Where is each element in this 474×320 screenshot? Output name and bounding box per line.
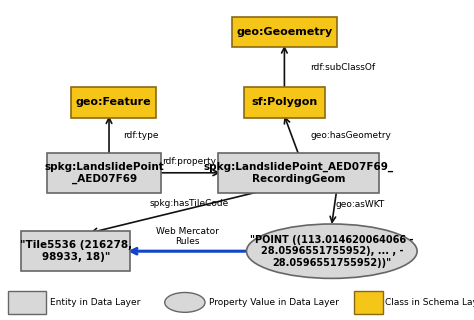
Text: geo:Geoemetry: geo:Geoemetry	[236, 27, 333, 37]
Text: rdf:subClassOf: rdf:subClassOf	[310, 63, 375, 72]
Text: sf:Polygon: sf:Polygon	[251, 97, 318, 108]
Text: "POINT ((113.014620064066 -
28.0596551755952), ... , -
28.0596551755952))": "POINT ((113.014620064066 - 28.059655175…	[250, 235, 413, 268]
Text: Web Mercator
Rules: Web Mercator Rules	[156, 227, 219, 246]
Text: geo:asWKT: geo:asWKT	[336, 200, 385, 209]
Text: spkg:LandslidePoint_AED07F69_
RecordingGeom: spkg:LandslidePoint_AED07F69_ RecordingG…	[203, 162, 394, 184]
Text: geo:hasGeometry: geo:hasGeometry	[310, 131, 392, 140]
Text: rdf:type: rdf:type	[123, 131, 159, 140]
FancyBboxPatch shape	[71, 87, 156, 117]
Text: "Tile5536 (216278,
98933, 18)": "Tile5536 (216278, 98933, 18)"	[20, 240, 132, 262]
Text: geo:Feature: geo:Feature	[76, 97, 152, 108]
Ellipse shape	[165, 292, 205, 312]
Text: Entity in Data Layer: Entity in Data Layer	[50, 298, 140, 307]
Text: spkg:LandslidePoint
_AED07F69: spkg:LandslidePoint _AED07F69	[45, 162, 164, 184]
FancyBboxPatch shape	[21, 231, 130, 271]
FancyBboxPatch shape	[232, 17, 337, 47]
FancyBboxPatch shape	[218, 153, 379, 193]
Text: rdf:property: rdf:property	[163, 157, 217, 166]
Text: spkg:hasTileCode: spkg:hasTileCode	[150, 199, 229, 209]
FancyBboxPatch shape	[354, 291, 383, 314]
FancyBboxPatch shape	[244, 87, 325, 117]
Text: Property Value in Data Layer: Property Value in Data Layer	[209, 298, 338, 307]
Text: Class in Schema Layer: Class in Schema Layer	[385, 298, 474, 307]
FancyBboxPatch shape	[8, 291, 46, 314]
FancyBboxPatch shape	[47, 153, 161, 193]
Ellipse shape	[246, 224, 417, 278]
